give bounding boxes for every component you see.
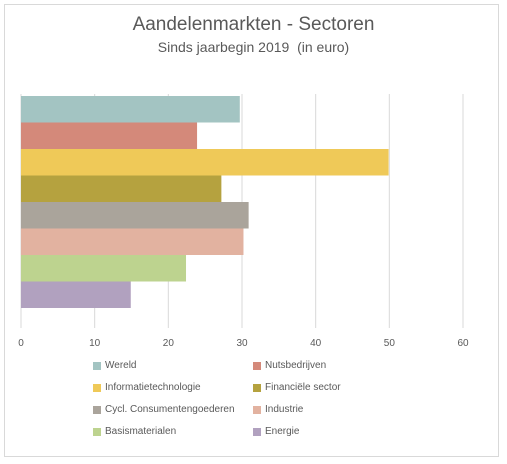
legend-label: Informatietechnologie [105,382,201,393]
bar-6 [21,228,244,255]
chart-subtitle: Sinds jaarbegin 2019 (in euro) [157,39,350,55]
x-tick-label: 30 [236,338,248,349]
bar-4 [21,175,222,202]
legend-swatch [93,361,101,370]
legend-item: Industrie [253,404,303,415]
bar-1 [21,96,240,123]
legend-swatch [93,405,101,414]
legend-label: Wereld [105,360,137,371]
legend-swatch [253,427,261,436]
legend-label: Basismaterialen [105,426,177,437]
bar-7 [21,255,187,282]
legend-swatch [253,361,261,370]
legend-item: Financiële sector [253,382,341,393]
legend-swatch [93,427,101,436]
legend-item: Basismaterialen [93,426,176,437]
x-tick-label: 0 [18,338,24,349]
x-tick-label: 10 [89,338,101,349]
legend-item: Energie [253,426,299,437]
legend-swatch [93,383,101,392]
legend-label: Energie [265,426,300,437]
legend-label: Industrie [265,404,304,415]
legend-item: Informatietechnologie [93,382,201,393]
bar-5 [21,202,249,229]
legend-item: Nutsbedrijven [253,360,326,371]
legend-item: Wereld [93,360,137,371]
legend-label: Financiële sector [265,382,341,393]
x-tick-label: 40 [310,338,322,349]
bar-3 [21,149,389,176]
legend-swatch [253,383,261,392]
legend-item: Cycl. Consumentengoederen [93,404,235,415]
bar-8 [21,281,131,308]
legend-label: Nutsbedrijven [265,360,327,371]
chart-title: Aandelenmarkten - Sectoren [132,14,375,35]
x-tick-label: 20 [163,338,175,349]
bar-2 [21,122,198,149]
x-tick-label: 60 [457,338,469,349]
x-tick-label: 50 [384,338,396,349]
legend-swatch [253,405,261,414]
legend-label: Cycl. Consumentengoederen [105,404,235,415]
